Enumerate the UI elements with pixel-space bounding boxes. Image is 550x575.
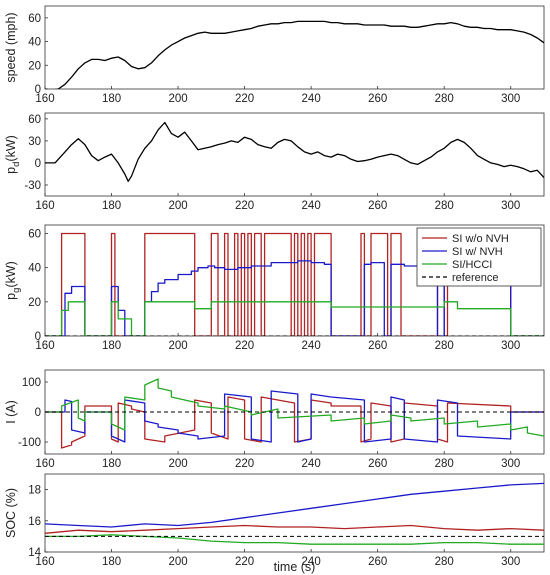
x-tick-label: 280 [435,458,454,470]
series-group [45,232,544,336]
x-tick-label: 280 [435,93,454,105]
y-axis-label: SOC (%) [4,488,18,538]
x-tick-label: 260 [368,556,387,568]
legend-entry: SI/HCCI [452,259,492,271]
series-group [45,378,544,449]
x-tick-label: 240 [302,340,321,352]
x-tick-label: 200 [168,340,187,352]
x-tick-label: 220 [235,458,254,470]
y-tick-label: 0 [35,158,41,170]
y-tick-label: 14 [28,547,41,559]
chart-speed: 160 180 200 220 240 260 280 300 0 20 40 60 speed (mp… [4,5,545,105]
y-tick-label: 60 [28,13,41,25]
series-group [45,20,544,89]
x-tick-label: 280 [435,556,454,568]
x-tick-label: 300 [501,556,520,568]
chart-soc: 160 180 200 220 240 260 280 300 14 16 18 SOC (%) tim… [4,473,545,574]
y-tick-label: 0 [35,84,41,96]
chart-current: 160 180 200 220 240 260 280 300 -100 0 100 I (A) [4,369,545,470]
x-tick-label: 160 [35,200,54,212]
series-line-2 [45,301,544,336]
x-tick-label: 180 [102,458,121,470]
series-group [45,121,544,182]
legend-entry: SI w/ NVH [452,246,503,258]
chart-pd: 160 180 200 220 240 260 280 300 -30 0 30 60 pd(kW) [4,112,545,212]
legend-entry: SI w/o NVH [452,233,509,245]
x-tick-label: 280 [435,340,454,352]
x-tick-label: 160 [35,556,54,568]
x-tick-label: 180 [102,556,121,568]
x-tick-label: 260 [368,200,387,212]
y-tick-label: 18 [28,485,41,497]
y-tick-label: 60 [28,114,41,126]
x-tick-label: 260 [368,340,387,352]
y-tick-label: 40 [28,263,41,275]
series-line-0 [45,121,544,182]
y-axis-label: pd(kW) [4,135,22,174]
series-line-2 [45,378,544,437]
x-tick-label: 260 [368,458,387,470]
x-tick-label: 200 [168,93,187,105]
y-tick-label: 20 [28,297,41,309]
x-tick-label: 240 [302,458,321,470]
x-tick-label: 300 [501,93,520,105]
x-tick-label: 220 [235,93,254,105]
x-tick-label: 160 [35,458,54,470]
y-axis-label: speed (mph) [4,12,18,82]
y-tick-label: 100 [22,377,41,389]
y-axis-label: I (A) [4,400,18,424]
x-tick-label: 300 [501,458,520,470]
x-tick-label: 240 [302,93,321,105]
x-tick-label: 220 [235,556,254,568]
series-line-0 [45,482,544,528]
series-line-1 [45,524,544,534]
x-tick-label: 180 [102,340,121,352]
x-tick-label: 220 [235,340,254,352]
y-tick-label: 20 [28,60,41,72]
chart-pg: 160 180 200 220 240 260 280 300 0 20 40 60 pg(kW) SI … [4,224,545,352]
y-tick-label: -100 [18,437,41,449]
y-tick-label: 0 [35,407,41,419]
y-tick-label: 30 [28,136,41,148]
x-tick-label: 260 [368,93,387,105]
x-tick-label: 160 [35,93,54,105]
y-axis-label: pg(kW) [4,261,22,300]
y-tick-label: 0 [35,331,41,343]
series-line-1 [45,260,544,336]
plot-area [44,5,545,90]
series-line-0 [45,232,544,336]
y-tick-label: 60 [28,229,41,241]
x-tick-label: 200 [168,458,187,470]
x-tick-label: 200 [168,200,187,212]
plot-area [44,112,545,197]
x-tick-label: 280 [435,200,454,212]
x-tick-label: 240 [302,200,321,212]
series-line-2 [45,534,544,545]
x-tick-label: 300 [501,200,520,212]
x-tick-label: 180 [102,200,121,212]
legend-entry: reference [452,272,498,284]
series-line-0 [45,20,544,89]
x-tick-label: 220 [235,200,254,212]
y-tick-label: 40 [28,37,41,49]
x-tick-label: 300 [501,340,520,352]
plot-area [44,473,545,553]
series-group [45,482,544,545]
x-tick-label: 180 [102,93,121,105]
y-tick-label: -30 [24,180,41,192]
x-tick-label: 240 [302,556,321,568]
y-tick-label: 16 [28,516,41,528]
x-tick-label: 160 [35,340,54,352]
x-tick-label: 200 [168,556,187,568]
x-axis-label: time (s) [274,560,316,574]
